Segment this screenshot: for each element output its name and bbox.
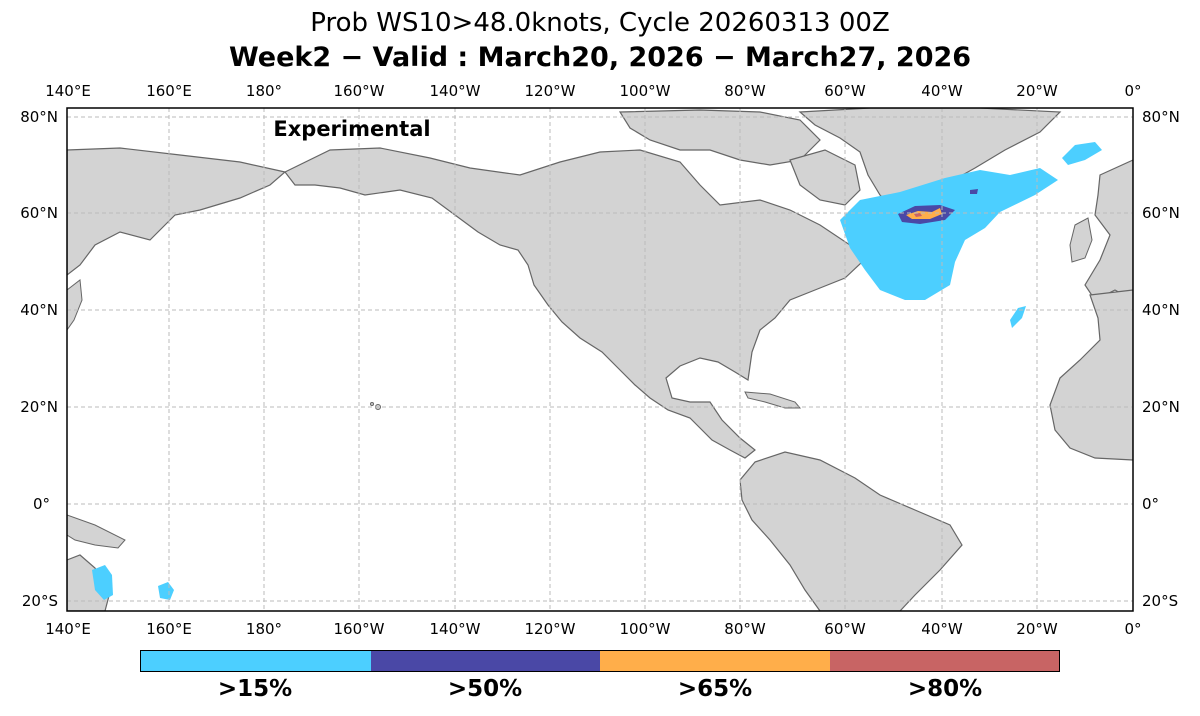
lon-tick-bottom: 140°E [45, 620, 91, 638]
lon-tick-top: 0° [1124, 82, 1141, 100]
probability-layer [92, 142, 1102, 600]
colorbar [140, 650, 1060, 672]
lat-tick-left: 20°S [22, 592, 58, 610]
landmass-baffin-island [789, 149, 861, 206]
prob-15-region-coral-sea [92, 565, 113, 600]
landmass-siberia [67, 147, 287, 276]
lat-tick-right: 20°N [1142, 398, 1180, 416]
lon-tick-top: 140°E [45, 82, 91, 100]
colorbar-swatch-15 [141, 651, 371, 671]
lat-tick-right: 0° [1142, 495, 1159, 513]
lon-tick-top: 160°W [334, 82, 385, 100]
prob-15-region-labrador-sea [840, 168, 1058, 300]
lon-tick-bottom: 40°W [921, 620, 963, 638]
lat-ticks-left: 80°N 60°N 40°N 20°N 0° 20°S [20, 108, 58, 610]
colorbar-label-50: >50% [447, 676, 523, 702]
landmass-africa [1049, 289, 1133, 461]
lon-tick-top: 140°W [430, 82, 481, 100]
lon-tick-top: 20°W [1016, 82, 1058, 100]
colorbar-label-80: >80% [907, 676, 983, 702]
lat-tick-right: 60°N [1142, 204, 1180, 222]
landmass-scandinavia [1084, 159, 1133, 301]
lat-tick-right: 80°N [1142, 108, 1180, 126]
colorbar-label-15: >15% [217, 676, 293, 702]
lon-tick-top: 120°W [525, 82, 576, 100]
landmass-hawaii-2 [370, 402, 374, 406]
lat-tick-left: 80°N [20, 108, 58, 126]
lon-tick-bottom: 100°W [620, 620, 671, 638]
lon-tick-bottom: 160°W [334, 620, 385, 638]
lon-tick-top: 180° [246, 82, 282, 100]
gridlines [67, 108, 1133, 611]
landmass-south-america [739, 451, 963, 611]
lon-ticks-bottom: 140°E 160°E 180° 160°W 140°W 120°W 100°W… [45, 620, 1141, 638]
lat-tick-right: 40°N [1142, 301, 1180, 319]
colorbar-label-65: >65% [677, 676, 753, 702]
lat-ticks-right: 80°N 60°N 40°N 20°N 0° 20°S [1142, 108, 1180, 610]
map-title: Prob WS10>48.0knots, Cycle 20260313 00Z [310, 8, 890, 38]
landmass-north-america [284, 147, 863, 459]
prob-50-region-2 [970, 189, 978, 194]
land-layer [67, 108, 1133, 611]
lat-tick-left: 0° [33, 495, 50, 513]
lon-tick-bottom: 180° [246, 620, 282, 638]
prob-15-region-east-greenland [1062, 142, 1102, 165]
map-frame [66, 107, 1134, 612]
lon-tick-top: 100°W [620, 82, 671, 100]
prob-80-region [914, 213, 922, 217]
lon-tick-top: 160°E [146, 82, 192, 100]
lon-tick-top: 40°W [921, 82, 963, 100]
lon-tick-bottom: 120°W [525, 620, 576, 638]
lat-tick-left: 40°N [20, 301, 58, 319]
lon-tick-bottom: 0° [1124, 620, 1141, 638]
landmass-new-guinea [67, 514, 126, 549]
colorbar-swatch-80 [829, 651, 1059, 671]
lon-tick-bottom: 80°W [724, 620, 766, 638]
lon-tick-bottom: 140°W [430, 620, 481, 638]
lon-tick-bottom: 20°W [1016, 620, 1058, 638]
landmass-britain [1069, 217, 1093, 263]
prob-15-region-pacific-island [158, 582, 174, 600]
map-subtitle: Week2 − Valid : March20, 2026 − March27,… [228, 42, 972, 73]
lon-tick-top: 80°W [724, 82, 766, 100]
landmass-arctic-islands [618, 109, 821, 166]
lat-tick-right: 20°S [1142, 592, 1178, 610]
landmass-cuba [744, 391, 802, 409]
lon-tick-top: 60°W [824, 82, 866, 100]
lon-tick-bottom: 160°E [146, 620, 192, 638]
lon-tick-bottom: 60°W [824, 620, 866, 638]
prob-15-region-azores [1010, 306, 1026, 328]
experimental-label: Experimental [273, 117, 430, 141]
lat-tick-left: 60°N [20, 204, 58, 222]
colorbar-labels: >15% >50% >65% >80% [140, 676, 1060, 702]
lat-tick-left: 20°N [20, 398, 58, 416]
lon-ticks-top: 140°E 160°E 180° 160°W 140°W 120°W 100°W… [45, 82, 1141, 100]
colorbar-swatch-50 [370, 651, 600, 671]
colorbar-swatch-65 [600, 651, 830, 671]
